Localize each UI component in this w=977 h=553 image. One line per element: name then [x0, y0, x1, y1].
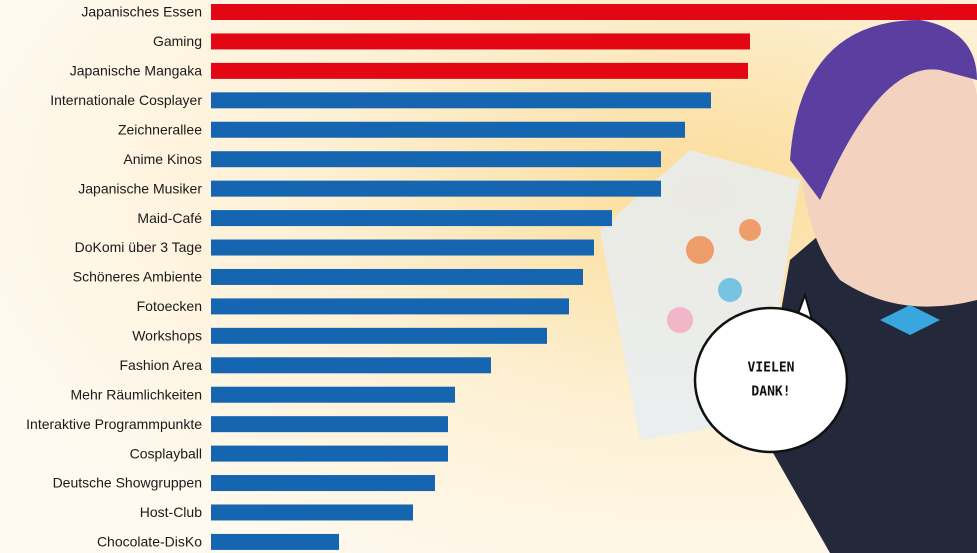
bar	[211, 387, 455, 403]
y-tick-label: Cosplayball	[130, 445, 202, 461]
y-tick-label: Maid-Café	[137, 210, 202, 226]
y-tick-label: Schöneres Ambiente	[73, 269, 202, 285]
bar	[211, 151, 661, 167]
y-tick-label: Workshops	[132, 328, 202, 344]
y-tick-label: Gaming	[153, 33, 202, 49]
bar	[211, 298, 569, 314]
bar	[211, 416, 448, 432]
bar	[211, 269, 583, 285]
bar	[211, 33, 750, 49]
bar	[211, 63, 748, 79]
bar	[211, 446, 448, 462]
y-tick-label: Fashion Area	[120, 357, 203, 373]
chart: VIELEN DANK! Japanisches Essen Gaming Japa…	[0, 0, 977, 553]
bar	[211, 4, 977, 20]
bar	[211, 210, 612, 226]
y-tick-label: Deutsche Showgruppen	[53, 475, 202, 491]
y-tick-label: Host-Club	[140, 504, 202, 520]
y-tick-label: Internationale Cosplayer	[50, 92, 202, 108]
y-tick-label: Zeichnerallee	[118, 121, 202, 137]
y-tick-label: Chocolate-DisKo	[97, 534, 202, 550]
y-tick-label: Mehr Räumlichkeiten	[71, 386, 203, 402]
y-tick-label: Interaktive Programmpunkte	[26, 416, 202, 432]
y-tick-label: Fotoecken	[137, 298, 202, 314]
bar	[211, 504, 413, 520]
y-tick-label: Anime Kinos	[123, 151, 202, 167]
bar	[211, 92, 711, 108]
annotation: VIELEN	[748, 361, 795, 376]
y-tick-label: Japanische Musiker	[78, 180, 202, 196]
y-tick-label: Japanisches Essen	[81, 4, 202, 20]
y-tick-label: Japanische Mangaka	[70, 63, 203, 79]
bar	[211, 357, 491, 373]
y-tick-label: DoKomi über 3 Tage	[75, 239, 203, 255]
bar	[211, 328, 547, 344]
bar	[211, 475, 435, 491]
bar	[211, 240, 594, 256]
annotation: DANK!	[751, 385, 790, 400]
bar	[211, 181, 661, 197]
bar	[211, 534, 339, 550]
bar	[211, 122, 685, 138]
